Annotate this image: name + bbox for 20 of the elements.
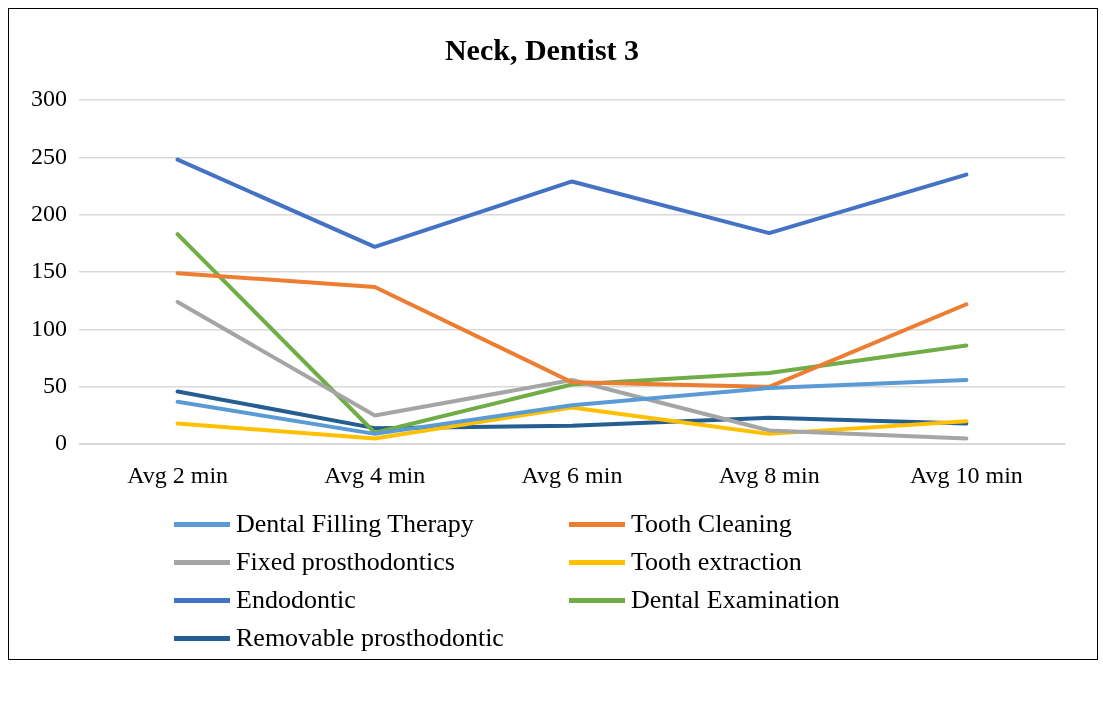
- legend-label: Tooth extraction: [631, 547, 802, 577]
- legend-label: Fixed prosthodontics: [236, 547, 455, 577]
- x-tick-label: Avg 10 min: [909, 461, 1023, 488]
- y-tick-label: 100: [31, 314, 67, 341]
- y-tick-label: 150: [31, 257, 67, 284]
- x-tick-label: Avg 8 min: [718, 461, 820, 488]
- x-tick-label: Avg 4 min: [324, 461, 426, 488]
- legend-label: Dental Examination: [631, 585, 840, 615]
- x-tick-label: Avg 6 min: [521, 461, 623, 488]
- legend-label: Removable prosthodontic: [236, 623, 504, 653]
- y-tick-label: 200: [31, 200, 67, 227]
- y-tick-label: 50: [43, 372, 67, 399]
- legend-label: Endodontic: [236, 585, 356, 615]
- y-tick-label: 250: [31, 142, 67, 169]
- legend-label: Tooth Cleaning: [631, 509, 792, 539]
- legend-label: Dental Filling Therapy: [236, 509, 474, 539]
- x-tick-label: Avg 2 min: [127, 461, 229, 488]
- y-tick-label: 0: [55, 429, 67, 456]
- chart-title: Neck, Dentist 3: [444, 32, 640, 66]
- y-tick-label: 300: [31, 85, 67, 112]
